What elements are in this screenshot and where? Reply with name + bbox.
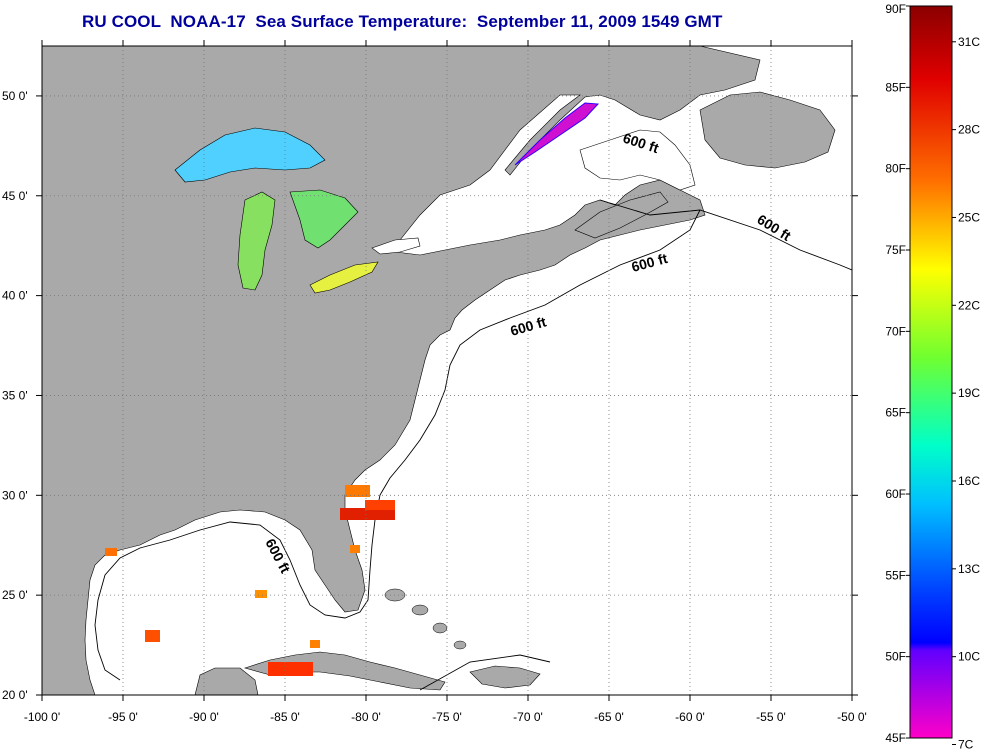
- st-lawrence-sst-streak: [514, 102, 600, 166]
- x-tick-label: -95 0': [108, 710, 138, 724]
- x-tick-label: -55 0': [756, 710, 786, 724]
- lake-superior: [174, 127, 326, 183]
- colorbar-label-celsius: 31C: [958, 35, 980, 49]
- x-tick-label: -50 0': [837, 710, 867, 724]
- lake-erie: [309, 261, 379, 294]
- y-tick-label: 40 0': [2, 289, 28, 303]
- map-grid: [42, 46, 852, 695]
- colorbar-label-celsius: 28C: [958, 123, 980, 137]
- colorbar-label-celsius: 13C: [958, 562, 980, 576]
- colorbar-label-fahrenheit: 60F: [885, 487, 906, 501]
- colorbar-label-fahrenheit: 85F: [885, 80, 906, 94]
- colorbar-label-celsius: 16C: [958, 474, 980, 488]
- colorbar-label-celsius: 19C: [958, 386, 980, 400]
- x-tick-label: -70 0': [513, 710, 543, 724]
- map-title: RU COOL NOAA-17 Sea Surface Temperature:…: [82, 12, 723, 31]
- lake-michigan: [237, 191, 276, 291]
- y-tick-label: 20 0': [2, 688, 28, 702]
- map-axes: -100 0' -95 0' -90 0' -85 0' -80 0' -75 0' -70…: [2, 40, 867, 724]
- land-newfoundland: [699, 91, 836, 169]
- colorbar-gradient: [909, 5, 953, 739]
- land-hispaniola: [469, 665, 541, 689]
- colorbar-label-celsius: 10C: [958, 650, 980, 664]
- y-tick-label: 35 0': [2, 388, 28, 402]
- land-nova-scotia: [574, 191, 669, 239]
- colorbar-label-fahrenheit: 45F: [885, 731, 906, 745]
- x-tick-label: -65 0': [594, 710, 624, 724]
- lake-huron: [289, 189, 359, 249]
- colorbar-label-celsius: 7C: [958, 738, 974, 752]
- y-tick-label: 25 0': [2, 588, 28, 602]
- colorbar-label-celsius: 25C: [958, 210, 980, 224]
- colorbar-label-fahrenheit: 50F: [885, 650, 906, 664]
- great-lakes: [174, 127, 421, 294]
- lake-ontario: [371, 237, 421, 255]
- colorbar-label-celsius: 22C: [958, 298, 980, 312]
- x-tick-label: -90 0': [189, 710, 219, 724]
- x-tick-label: -60 0': [675, 710, 705, 724]
- colorbar-label-fahrenheit: 65F: [885, 406, 906, 420]
- y-tick-label: 50 0': [2, 89, 28, 103]
- colorbar-label-fahrenheit: 70F: [885, 324, 906, 338]
- x-tick-label: -100 0': [24, 710, 60, 724]
- land-north-america: [42, 46, 761, 695]
- y-tick-label: 45 0': [2, 189, 28, 203]
- colorbar-label-fahrenheit: 80F: [885, 162, 906, 176]
- colorbar: 90F 85F 80F 75F 70F 65F 60F 55F 50F 45F 31C 28C 25C…: [885, 2, 980, 752]
- land-yucatan: [194, 667, 259, 695]
- x-tick-label: -75 0': [432, 710, 462, 724]
- colorbar-label-fahrenheit: 75F: [885, 243, 906, 257]
- x-tick-label: -80 0': [351, 710, 381, 724]
- sst-patches-southeast: [105, 485, 395, 676]
- colorbar-label-fahrenheit: 90F: [885, 2, 906, 16]
- bathymetry-contour-600ft: [94, 199, 852, 691]
- x-tick-label: -85 0': [270, 710, 300, 724]
- colorbar-label-fahrenheit: 55F: [885, 568, 906, 582]
- y-tick-label: 30 0': [2, 488, 28, 502]
